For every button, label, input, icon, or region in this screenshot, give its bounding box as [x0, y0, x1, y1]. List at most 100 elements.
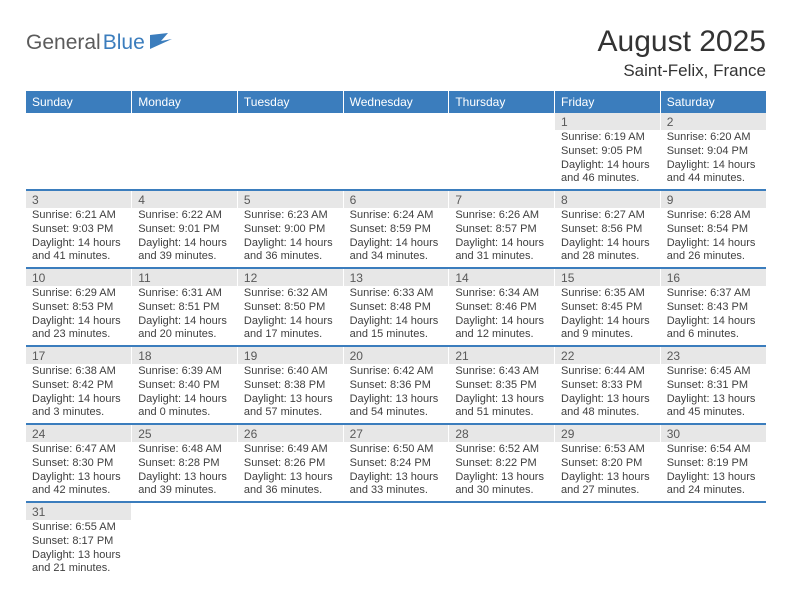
calendar-table: Sunday Monday Tuesday Wednesday Thursday…	[26, 91, 766, 579]
detail-line: and 34 minutes.	[350, 250, 443, 264]
detail-line: Sunset: 8:51 PM	[138, 301, 231, 315]
detail-line: Sunrise: 6:48 AM	[138, 443, 231, 457]
detail-line: Sunset: 8:33 PM	[561, 379, 654, 393]
detail-line: and 0 minutes.	[138, 406, 231, 420]
day-number-cell	[26, 113, 132, 130]
flag-icon	[150, 33, 172, 54]
day-detail-cell: Sunrise: 6:34 AMSunset: 8:46 PMDaylight:…	[449, 286, 555, 346]
detail-line: Sunset: 8:50 PM	[244, 301, 337, 315]
detail-line: Daylight: 13 hours	[32, 549, 125, 563]
day-detail-cell: Sunrise: 6:32 AMSunset: 8:50 PMDaylight:…	[237, 286, 343, 346]
detail-line: Sunset: 9:01 PM	[138, 223, 231, 237]
detail-line: Daylight: 14 hours	[244, 237, 337, 251]
detail-line: Sunrise: 6:37 AM	[667, 287, 760, 301]
detail-line: Sunrise: 6:24 AM	[350, 209, 443, 223]
detail-line: and 24 minutes.	[667, 484, 760, 498]
detail-line: and 51 minutes.	[455, 406, 548, 420]
dayhead-mon: Monday	[132, 91, 238, 113]
day-detail-cell	[237, 520, 343, 579]
detail-line: Sunset: 8:53 PM	[32, 301, 125, 315]
detail-line: Daylight: 13 hours	[350, 471, 443, 485]
detail-line: and 33 minutes.	[350, 484, 443, 498]
detail-line: and 57 minutes.	[244, 406, 337, 420]
detail-line: and 20 minutes.	[138, 328, 231, 342]
detail-line: Sunset: 8:35 PM	[455, 379, 548, 393]
detail-line: Daylight: 14 hours	[138, 315, 231, 329]
detail-line: Sunrise: 6:26 AM	[455, 209, 548, 223]
detail-line: and 45 minutes.	[667, 406, 760, 420]
day-detail-cell	[132, 130, 238, 190]
day-number-cell: 17	[26, 346, 132, 364]
detail-line: Sunset: 8:30 PM	[32, 457, 125, 471]
logo-text-blue: Blue	[103, 31, 145, 55]
detail-row: Sunrise: 6:55 AMSunset: 8:17 PMDaylight:…	[26, 520, 766, 579]
detail-line: Sunrise: 6:44 AM	[561, 365, 654, 379]
detail-line: Sunset: 9:04 PM	[667, 145, 760, 159]
detail-line: Sunset: 8:36 PM	[350, 379, 443, 393]
day-number-cell: 8	[555, 190, 661, 208]
day-detail-cell: Sunrise: 6:39 AMSunset: 8:40 PMDaylight:…	[132, 364, 238, 424]
detail-line: and 6 minutes.	[667, 328, 760, 342]
day-number-cell: 22	[555, 346, 661, 364]
day-number-cell: 26	[237, 424, 343, 442]
day-detail-cell: Sunrise: 6:48 AMSunset: 8:28 PMDaylight:…	[132, 442, 238, 502]
detail-line: Sunset: 8:46 PM	[455, 301, 548, 315]
detail-line: and 42 minutes.	[32, 484, 125, 498]
detail-line: Daylight: 14 hours	[455, 315, 548, 329]
detail-line: Sunset: 9:05 PM	[561, 145, 654, 159]
detail-line: Sunset: 9:03 PM	[32, 223, 125, 237]
day-number-cell	[660, 502, 766, 520]
detail-line: Sunset: 8:20 PM	[561, 457, 654, 471]
daynum-row: 31	[26, 502, 766, 520]
day-number-cell	[237, 502, 343, 520]
detail-line: Daylight: 14 hours	[244, 315, 337, 329]
dayhead-sat: Saturday	[660, 91, 766, 113]
detail-line: Daylight: 14 hours	[32, 393, 125, 407]
detail-line: and 21 minutes.	[32, 562, 125, 576]
day-number-cell: 31	[26, 502, 132, 520]
detail-line: Daylight: 13 hours	[455, 393, 548, 407]
detail-line: and 28 minutes.	[561, 250, 654, 264]
day-number-cell: 14	[449, 268, 555, 286]
detail-line: Sunrise: 6:47 AM	[32, 443, 125, 457]
day-number-cell: 25	[132, 424, 238, 442]
day-number-cell: 19	[237, 346, 343, 364]
day-number-cell: 13	[343, 268, 449, 286]
detail-line: Sunrise: 6:23 AM	[244, 209, 337, 223]
detail-row: Sunrise: 6:38 AMSunset: 8:42 PMDaylight:…	[26, 364, 766, 424]
detail-line: and 9 minutes.	[561, 328, 654, 342]
detail-line: and 44 minutes.	[667, 172, 760, 186]
day-detail-cell: Sunrise: 6:55 AMSunset: 8:17 PMDaylight:…	[26, 520, 132, 579]
detail-line: and 36 minutes.	[244, 484, 337, 498]
day-detail-cell: Sunrise: 6:50 AMSunset: 8:24 PMDaylight:…	[343, 442, 449, 502]
detail-line: Sunrise: 6:19 AM	[561, 131, 654, 145]
day-number-cell: 16	[660, 268, 766, 286]
day-number-cell: 3	[26, 190, 132, 208]
detail-line: Sunset: 8:17 PM	[32, 535, 125, 549]
day-number-cell: 9	[660, 190, 766, 208]
detail-line: Sunrise: 6:31 AM	[138, 287, 231, 301]
daynum-row: 24252627282930	[26, 424, 766, 442]
detail-line: Sunrise: 6:22 AM	[138, 209, 231, 223]
day-number-cell: 10	[26, 268, 132, 286]
detail-line: Daylight: 14 hours	[561, 159, 654, 173]
detail-line: Sunrise: 6:32 AM	[244, 287, 337, 301]
logo: GeneralBlue	[26, 31, 172, 55]
day-number-cell: 20	[343, 346, 449, 364]
dayhead-sun: Sunday	[26, 91, 132, 113]
detail-line: Daylight: 13 hours	[455, 471, 548, 485]
day-number-cell: 24	[26, 424, 132, 442]
day-detail-cell: Sunrise: 6:21 AMSunset: 9:03 PMDaylight:…	[26, 208, 132, 268]
detail-line: Daylight: 14 hours	[561, 315, 654, 329]
day-detail-cell: Sunrise: 6:37 AMSunset: 8:43 PMDaylight:…	[660, 286, 766, 346]
day-detail-cell: Sunrise: 6:44 AMSunset: 8:33 PMDaylight:…	[555, 364, 661, 424]
detail-line: Sunrise: 6:50 AM	[350, 443, 443, 457]
detail-line: Daylight: 13 hours	[350, 393, 443, 407]
header: GeneralBlue August 2025 Saint-Felix, Fra…	[26, 25, 766, 81]
dayhead-wed: Wednesday	[343, 91, 449, 113]
day-detail-cell	[449, 130, 555, 190]
detail-row: Sunrise: 6:47 AMSunset: 8:30 PM Daylight:…	[26, 442, 766, 502]
detail-line: Sunrise: 6:21 AM	[32, 209, 125, 223]
day-number-cell	[132, 502, 238, 520]
day-detail-cell: Sunrise: 6:19 AMSunset: 9:05 PMDaylight:…	[555, 130, 661, 190]
